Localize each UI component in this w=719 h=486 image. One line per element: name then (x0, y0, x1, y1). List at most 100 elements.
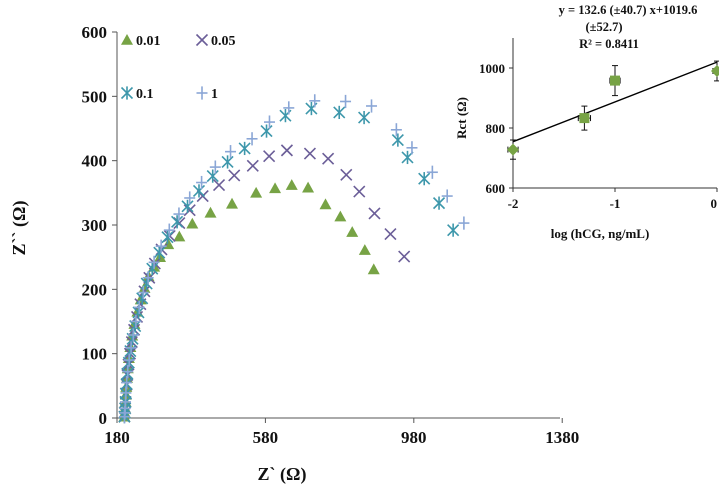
marker-stroke (303, 147, 316, 160)
marker-stroke (228, 169, 241, 182)
inset-x-tick-label: -1 (610, 196, 621, 211)
square-marker (610, 75, 620, 86)
main-data-points (118, 94, 470, 424)
data-point (238, 141, 251, 156)
data-point (384, 227, 397, 241)
marker-stroke (195, 33, 209, 47)
data-point (153, 246, 166, 260)
marker-stroke (246, 159, 259, 172)
data-point (155, 239, 167, 253)
main-x-axis-label: Z` (Ω) (258, 464, 307, 485)
marker-stroke (280, 144, 293, 157)
data-point (260, 124, 273, 138)
data-point (303, 147, 316, 160)
main-y-tick-label: 0 (99, 409, 108, 428)
data-point (358, 110, 371, 125)
inset-y-tick-label: 1000 (479, 61, 505, 76)
data-point (142, 271, 154, 285)
data-point (204, 206, 217, 218)
data-point (122, 365, 134, 379)
inset-y-ticks: 600 800 1000 (479, 61, 513, 196)
data-point (125, 341, 137, 355)
data-point (246, 132, 258, 146)
main-y-tick-label: 600 (82, 23, 108, 42)
asterisk-marker (120, 86, 134, 100)
data-point (418, 172, 431, 186)
main-x-tick-label: 180 (104, 428, 130, 447)
data-point (212, 179, 226, 192)
main-y-axis-label: Z`` (Ω) (9, 201, 30, 256)
inset-x-tick-label: -2 (508, 196, 519, 211)
series-0_05 (118, 144, 411, 423)
data-point (340, 94, 352, 109)
data-point (209, 160, 221, 174)
series-0_1 (118, 101, 460, 424)
fit-line (512, 61, 718, 143)
data-point (390, 123, 402, 137)
data-point (181, 199, 194, 213)
inset-fit-line-group (512, 61, 718, 143)
inset-data-points (507, 60, 719, 160)
data-point (322, 152, 335, 165)
data-point (353, 185, 366, 198)
data-point (184, 191, 196, 205)
data-point (127, 328, 139, 342)
data-point (228, 169, 241, 182)
diamond-marker (507, 143, 519, 156)
data-point (130, 314, 142, 329)
inset-x-ticks: -2 -1 0 (508, 188, 718, 211)
data-point (163, 223, 175, 237)
data-point (458, 216, 470, 230)
data-point (171, 215, 184, 229)
data-point (183, 204, 196, 217)
data-point (333, 105, 346, 120)
data-point (283, 101, 295, 115)
marker-stroke (384, 227, 397, 241)
inset-point-group (711, 60, 719, 82)
inset-point-group (577, 105, 592, 131)
data-point (263, 150, 276, 163)
data-point (346, 226, 359, 237)
data-point (161, 230, 174, 244)
inset-background (505, 38, 717, 188)
triangle-marker (121, 34, 133, 45)
series-1 (118, 94, 470, 424)
data-point (391, 133, 404, 147)
main-y-ticks: 0 100 200 300 400 500 600 (82, 23, 117, 428)
data-point (302, 181, 315, 193)
data-point (340, 168, 353, 181)
legend-label: 0.05 (211, 34, 236, 49)
main-y-tick-label: 100 (82, 345, 108, 364)
marker-stroke (340, 168, 353, 181)
marker-stroke (138, 285, 151, 298)
data-point (138, 285, 151, 298)
data-point (173, 230, 186, 242)
inset-y-axis-label: Rct (Ω) (454, 97, 469, 139)
data-point (206, 169, 219, 183)
inset-plot-area: 600 800 1000 -2 -1 0 log (hCG, ng/mL) Rct (Ω… (454, 3, 719, 241)
data-point (196, 175, 208, 190)
main-y-tick-label: 500 (82, 87, 108, 106)
main-x-tick-label: 980 (401, 428, 427, 447)
data-point (246, 159, 259, 172)
data-point (138, 282, 151, 293)
data-point (250, 186, 263, 198)
data-point (280, 144, 293, 157)
fit-r-squared: R² = 0.8411 (579, 37, 639, 51)
data-point (148, 255, 160, 269)
x-marker (195, 33, 209, 47)
data-point (133, 300, 145, 314)
series-0_01 (118, 179, 380, 422)
marker-stroke (130, 310, 144, 324)
data-point (358, 244, 371, 255)
data-point (309, 94, 321, 108)
marker-stroke (196, 189, 209, 203)
main-legend: 0.01 0.05 0.1 1 (120, 33, 236, 102)
fit-equation-line2: (±52.7) (585, 20, 622, 34)
marker-stroke (398, 250, 411, 263)
marker-stroke (263, 150, 276, 163)
data-point (366, 99, 378, 113)
legend-label: 1 (211, 87, 218, 102)
